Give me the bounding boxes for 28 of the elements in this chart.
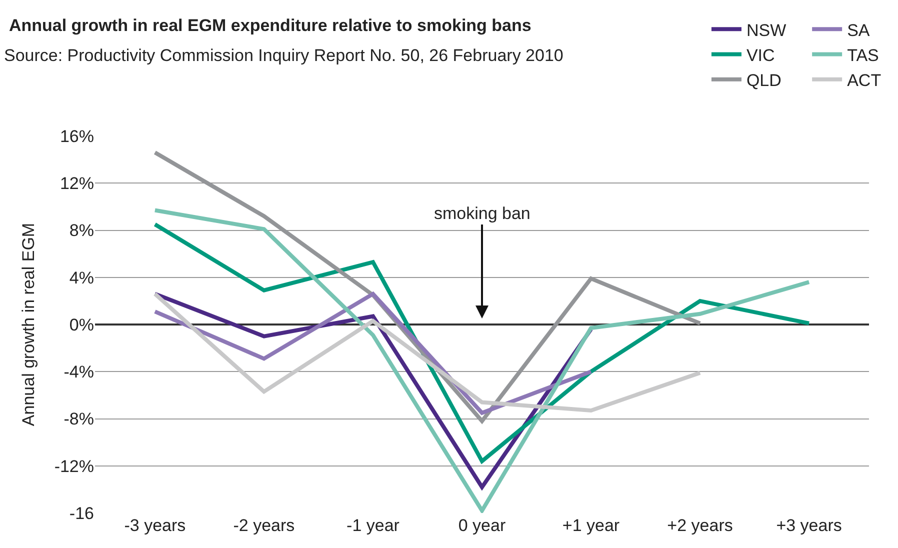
x-tick-label: -2 years — [233, 516, 295, 535]
chart-title: Annual growth in real EGM expenditure relative to smoking bans — [8, 16, 532, 36]
y-tick-label: -12% — [54, 456, 94, 476]
legend-label: ACT — [847, 70, 882, 90]
annotation: smoking ban — [434, 204, 530, 223]
x-tick-label: +1 year — [562, 516, 620, 535]
x-tick-label: +2 years — [667, 516, 733, 535]
line-series — [152, 208, 812, 513]
y-axis-title: Annual growth in real EGM — [18, 222, 38, 426]
legend-label: VIC — [746, 46, 775, 65]
y-tick-label: 12% — [60, 174, 94, 194]
legend-label: NSW — [746, 20, 786, 40]
y-tick-label: -4% — [64, 362, 94, 382]
y-tick-label: 0% — [69, 315, 94, 334]
legend-label: SA — [847, 20, 870, 40]
x-tick-label: +3 years — [776, 516, 842, 535]
legend-label: QLD — [746, 70, 782, 90]
y-tick-label: 4% — [69, 268, 94, 288]
line-series — [152, 292, 702, 412]
y-tick-label: -16 — [69, 504, 94, 523]
x-tick-label: -1 year — [346, 516, 400, 535]
legend-label: TAS — [847, 46, 879, 65]
chart-subtitle: Source: Productivity Commission Inquiry Report No. 50, 26 February 2010 — [4, 46, 564, 65]
x-tick-label: -3 years — [124, 516, 186, 535]
y-tick-label: -8% — [64, 410, 94, 429]
y-tick-label: 16% — [60, 126, 94, 146]
y-tick-label: 8% — [69, 221, 94, 240]
x-tick-label: 0 year — [458, 516, 506, 535]
